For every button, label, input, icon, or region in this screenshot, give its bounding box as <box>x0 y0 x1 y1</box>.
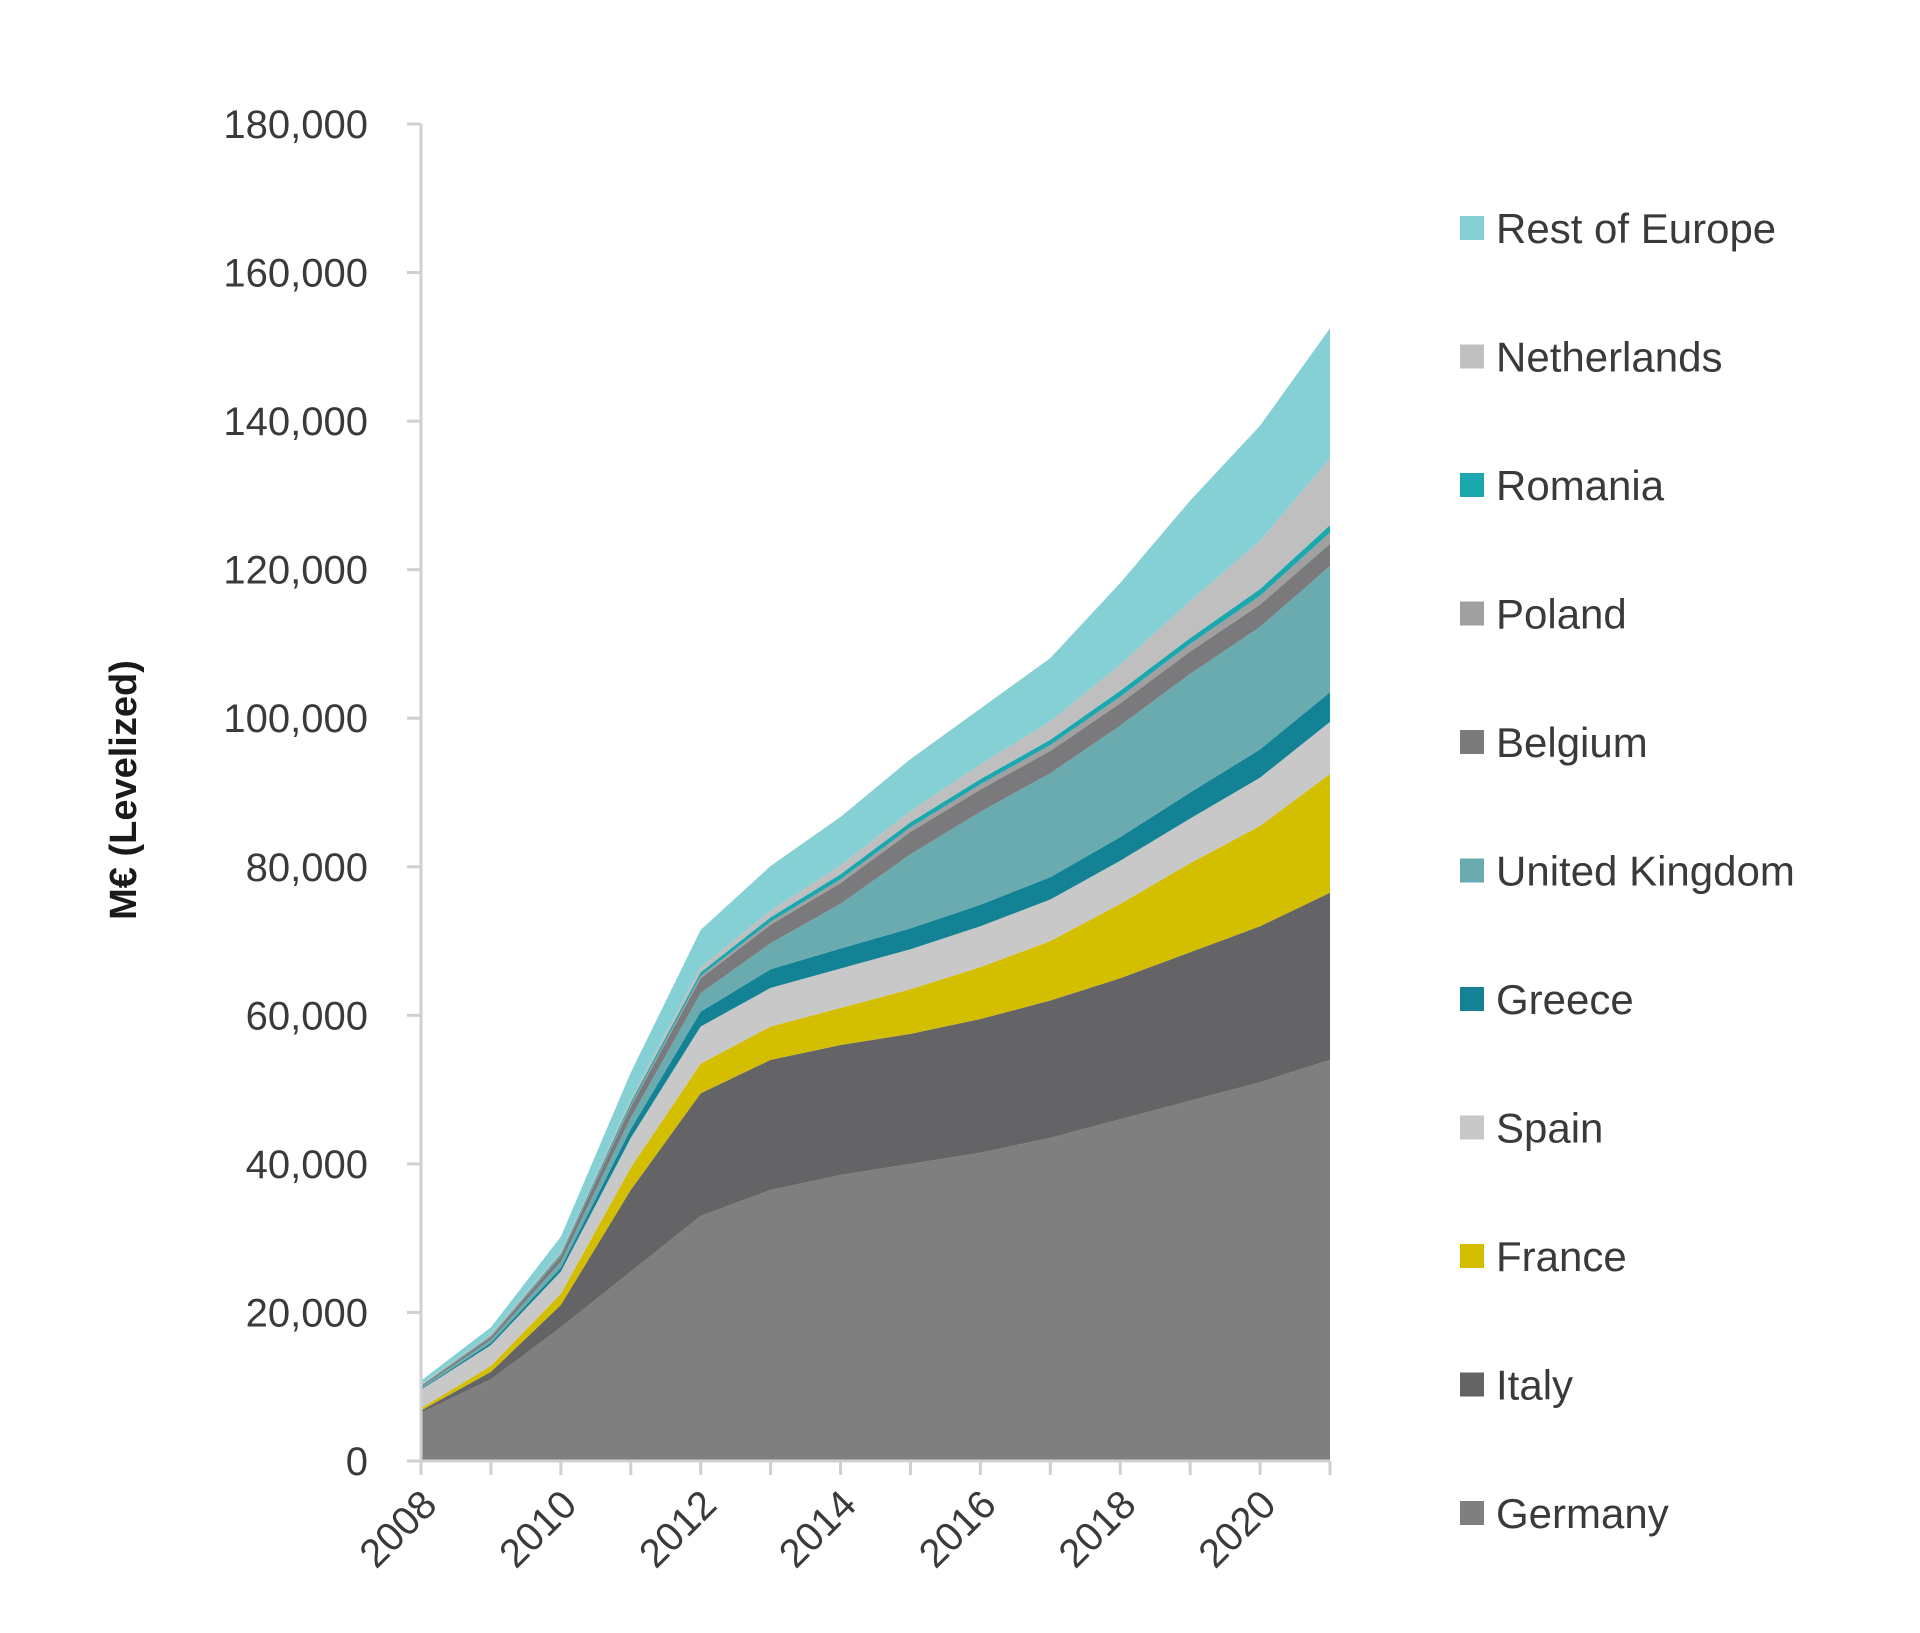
area-layer <box>421 328 1330 1461</box>
legend-swatch <box>1460 1501 1484 1525</box>
legend-item-netherlands: Netherlands <box>1460 334 1722 381</box>
legend-item-poland: Poland <box>1460 591 1627 638</box>
legend-swatch <box>1460 473 1484 497</box>
y-tick-label: 160,000 <box>223 252 368 296</box>
y-tick-label: 40,000 <box>246 1143 368 1187</box>
legend-item-spain: Spain <box>1460 1105 1603 1152</box>
legend-swatch <box>1460 1244 1484 1268</box>
legend-swatch <box>1460 858 1484 883</box>
area-italy <box>421 892 1330 1413</box>
legend-label: Poland <box>1496 591 1627 638</box>
legend: Rest of Europe Netherlands Romania Poland Be… <box>1460 205 1795 1537</box>
y-tick-label: 0 <box>346 1440 368 1484</box>
legend-label: Germany <box>1496 1490 1669 1537</box>
legend-label: France <box>1496 1233 1627 1280</box>
area-united-kingdom <box>421 566 1330 1389</box>
area-greece <box>421 692 1330 1390</box>
area-spain <box>421 721 1330 1409</box>
legend-swatch <box>1460 730 1484 754</box>
x-tick-label: 2018 <box>1051 1482 1145 1576</box>
legend-swatch <box>1460 216 1484 240</box>
legend-item-belgium: Belgium <box>1460 719 1648 766</box>
area-poland <box>421 532 1330 1386</box>
area-belgium <box>421 543 1330 1388</box>
legend-swatch <box>1460 1115 1484 1140</box>
legend-label: Rest of Europe <box>1496 205 1776 252</box>
x-tick-label: 2010 <box>491 1482 585 1576</box>
x-tick-label: 2014 <box>771 1482 865 1576</box>
y-tick-label: 140,000 <box>223 400 368 444</box>
area-france <box>421 773 1330 1411</box>
axes <box>411 124 1330 1463</box>
legend-label: Romania <box>1496 462 1665 509</box>
legend-item-france: France <box>1460 1233 1627 1280</box>
legend-label: Belgium <box>1496 719 1648 766</box>
legend-swatch <box>1460 1372 1484 1397</box>
legend-swatch <box>1460 601 1484 626</box>
legend-item-rest-of-europe: Rest of Europe <box>1460 205 1776 252</box>
area-netherlands <box>421 458 1330 1386</box>
legend-item-germany: Germany <box>1460 1490 1669 1537</box>
legend-label: Greece <box>1496 976 1634 1023</box>
x-tick-label: 2008 <box>351 1482 445 1576</box>
legend-item-greece: Greece <box>1460 976 1634 1023</box>
area-germany <box>421 1059 1330 1461</box>
legend-label: United Kingdom <box>1496 848 1795 895</box>
y-tick-label: 80,000 <box>246 846 368 890</box>
legend-swatch <box>1460 987 1484 1011</box>
x-tick-label: 2016 <box>911 1482 1005 1576</box>
y-tick-label: 20,000 <box>246 1291 368 1335</box>
legend-item-italy: Italy <box>1460 1362 1573 1409</box>
legend-swatch <box>1460 344 1484 369</box>
legend-item-united-kingdom: United Kingdom <box>1460 848 1795 895</box>
x-axis-ticks: 2008 2010 2012 2014 2016 2018 2020 <box>351 1461 1332 1576</box>
y-tick-label: 100,000 <box>223 697 368 741</box>
y-axis-ticks: 0 20,000 40,000 60,000 80,000 100,000 120,000 1… <box>223 103 421 1484</box>
y-tick-label: 60,000 <box>246 994 368 1038</box>
y-axis-title: M€ (Levelized) <box>103 660 145 920</box>
y-tick-label: 180,000 <box>223 103 368 147</box>
x-tick-label: 2012 <box>631 1482 725 1576</box>
y-tick-label: 120,000 <box>223 549 368 593</box>
x-tick-label: 2020 <box>1190 1482 1284 1576</box>
legend-label: Netherlands <box>1496 334 1722 381</box>
legend-item-romania: Romania <box>1460 462 1665 509</box>
legend-label: Spain <box>1496 1105 1603 1152</box>
legend-label: Italy <box>1496 1362 1573 1409</box>
